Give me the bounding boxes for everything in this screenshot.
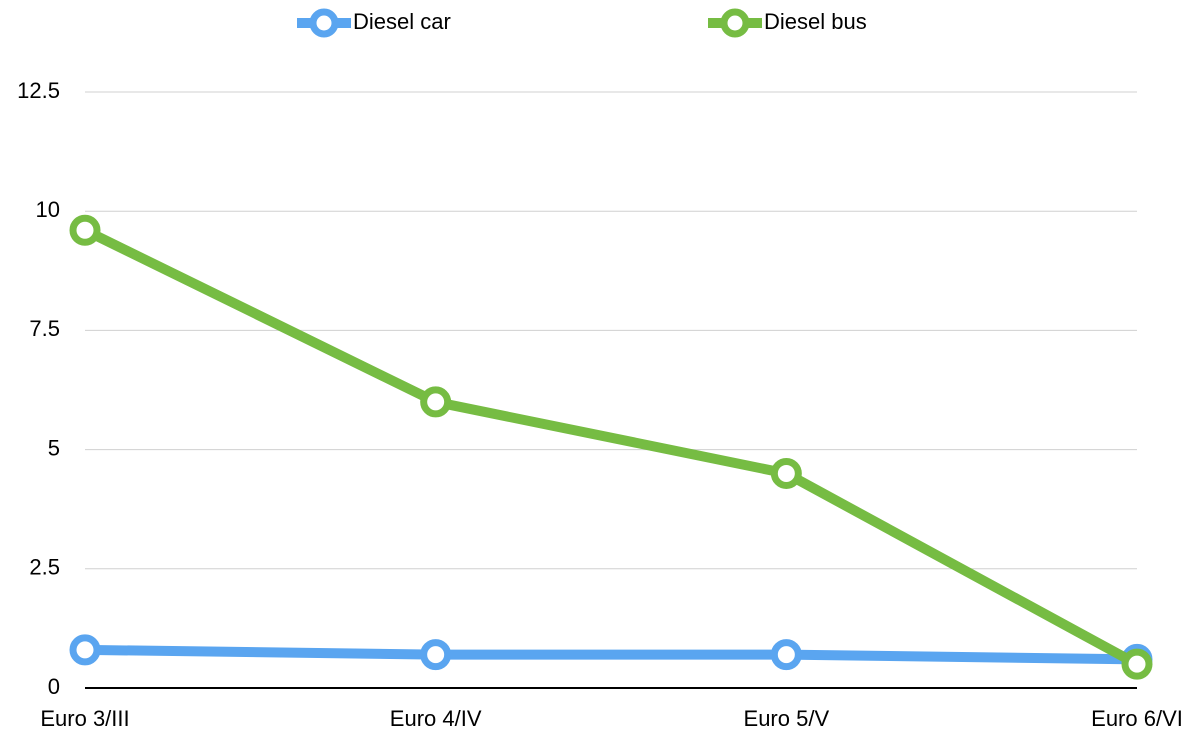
marker [420, 386, 452, 418]
x-tick-label: Euro 5/V [744, 706, 830, 731]
marker [420, 639, 452, 671]
series-line [82, 225, 1140, 669]
legend-label: Diesel bus [764, 9, 867, 34]
legend-label: Diesel car [353, 9, 451, 34]
y-tick-label: 2.5 [29, 555, 60, 580]
legend-marker [720, 8, 750, 38]
series-line [84, 644, 1138, 665]
marker [69, 214, 101, 246]
marker [770, 457, 802, 489]
marker [1121, 648, 1153, 680]
legend-marker [309, 8, 339, 38]
y-tick-label: 0 [48, 674, 60, 699]
y-tick-label: 12.5 [17, 78, 60, 103]
x-tick-label: Euro 4/IV [390, 706, 482, 731]
marker [69, 634, 101, 666]
y-tick-label: 7.5 [29, 316, 60, 341]
x-tick-label: Euro 6/VI [1091, 706, 1183, 731]
marker [770, 639, 802, 671]
x-tick-label: Euro 3/III [40, 706, 129, 731]
y-tick-label: 5 [48, 435, 60, 460]
y-tick-label: 10 [36, 197, 60, 222]
